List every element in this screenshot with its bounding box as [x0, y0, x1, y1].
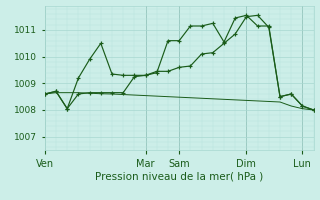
X-axis label: Pression niveau de la mer( hPa ): Pression niveau de la mer( hPa ) — [95, 172, 263, 182]
